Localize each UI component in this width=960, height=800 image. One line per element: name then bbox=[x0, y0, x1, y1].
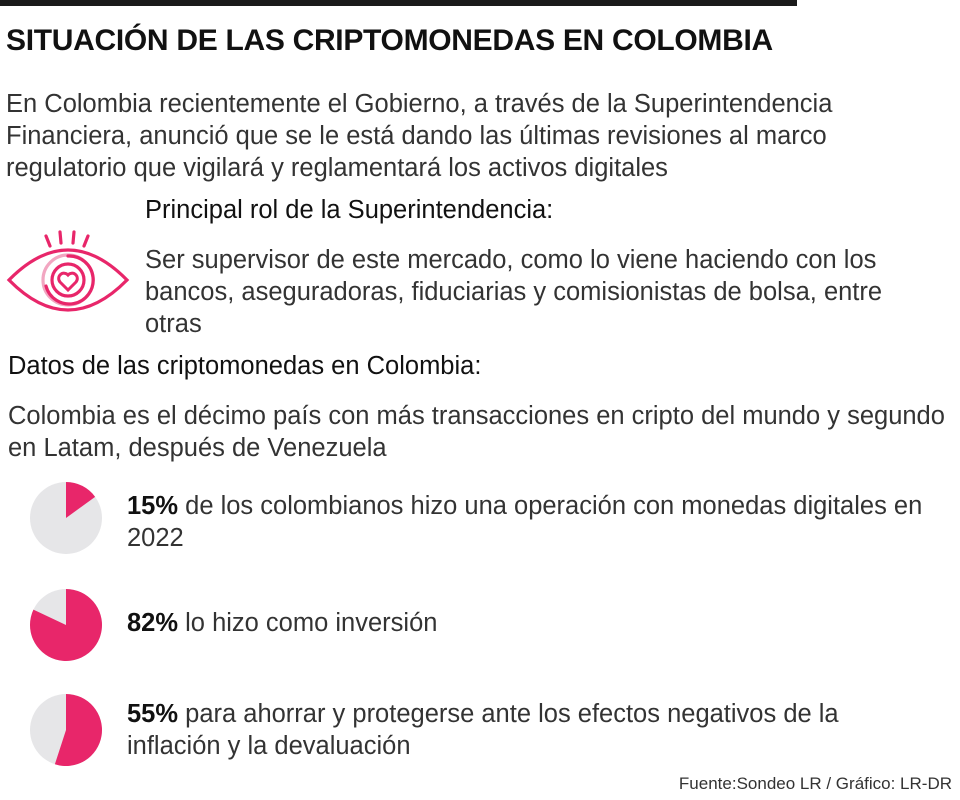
intro-text: En Colombia recientemente el Gobierno, a… bbox=[6, 90, 833, 182]
data-intro-text: Colombia es el décimo país con más trans… bbox=[8, 402, 945, 462]
stat-text: 15% de los colombianos hizo una operació… bbox=[127, 490, 937, 554]
pie-slice bbox=[54, 694, 103, 766]
stat-text: 82% lo hizo como inversión bbox=[127, 607, 937, 639]
stat-text: 55% para ahorrar y protegerse ante los e… bbox=[127, 698, 937, 762]
stat-description: de los colombianos hizo una operación co… bbox=[127, 492, 923, 552]
pie-chart bbox=[29, 589, 102, 661]
role-heading: Principal rol de la Superintendencia: bbox=[145, 196, 554, 224]
eye-heart-icon bbox=[6, 230, 130, 312]
stat-description: lo hizo como inversión bbox=[185, 609, 438, 637]
pie-slice bbox=[66, 482, 96, 518]
page-title: SITUACIÓN DE LAS CRIPTOMONEDAS EN COLOMB… bbox=[6, 24, 773, 57]
stat-description: para ahorrar y protegerse ante los efect… bbox=[127, 700, 839, 760]
pie-chart bbox=[30, 694, 103, 766]
top-rule bbox=[0, 0, 797, 6]
pie-slice bbox=[29, 589, 102, 661]
stat-value: 55% bbox=[127, 700, 179, 728]
pie-chart bbox=[30, 482, 102, 554]
stat-value: 15% bbox=[127, 492, 179, 520]
role-text: Ser supervisor de este mercado, como lo … bbox=[145, 246, 883, 338]
source-note: Fuente:Sondeo LR / Gráfico: LR-DR bbox=[678, 774, 952, 793]
data-heading: Datos de las criptomonedas en Colombia: bbox=[8, 352, 482, 380]
stat-value: 82% bbox=[127, 609, 179, 637]
